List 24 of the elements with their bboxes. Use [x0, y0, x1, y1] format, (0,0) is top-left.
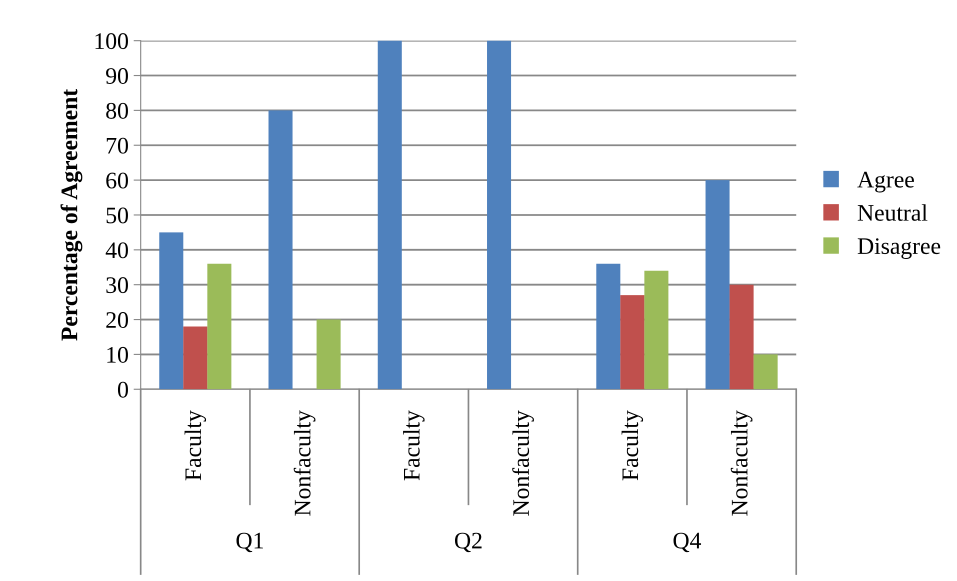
y-axis-title: Percentage of Agreement: [60, 88, 82, 341]
y-tick-label: 70: [106, 138, 128, 154]
y-tick-label: 10: [107, 346, 128, 363]
y-tick-label: 50: [106, 207, 128, 224]
x-tick-label: Nonfaculty: [294, 410, 316, 516]
legend-label: Neutral: [858, 204, 928, 221]
x-tick-label: Faculty: [403, 410, 425, 480]
legend-label: Agree: [857, 172, 914, 192]
y-tick-label: 30: [106, 277, 128, 294]
y-tick-label: 90: [106, 68, 128, 84]
y-tick-label: 80: [106, 102, 128, 119]
legend-label: Disagree: [858, 238, 940, 259]
text: Q4: [674, 532, 702, 552]
x-tick-label: Faculty: [184, 410, 206, 480]
y-tick-label: 0: [118, 382, 128, 398]
x-tick-label: Nonfaculty: [512, 410, 534, 516]
x-tick-label: Nonfaculty: [730, 410, 752, 516]
y-tick-label: 40: [106, 242, 128, 258]
y-tick-label: 20: [106, 312, 128, 328]
y-tick-label: 100: [96, 33, 128, 50]
x-tick-label: Faculty: [622, 410, 644, 480]
text: Q2: [454, 532, 482, 552]
text: Q1: [236, 532, 263, 552]
y-tick-label: 60: [106, 172, 128, 189]
